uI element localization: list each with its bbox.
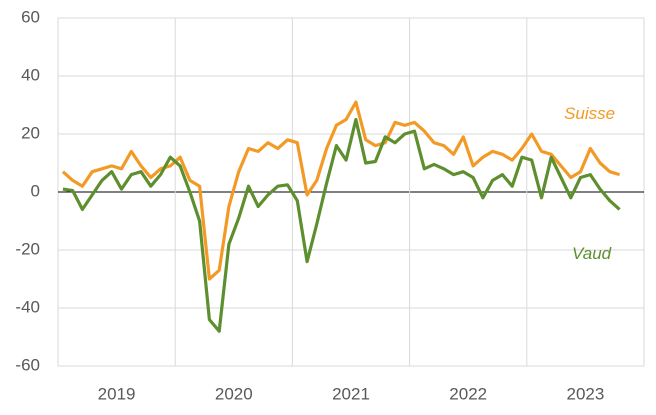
x-group-label: 2020 [215,384,253,403]
x-group-label: 2023 [566,384,604,403]
series-line [62,117,621,333]
series-label: Suisse [564,104,615,123]
series-line [61,100,621,281]
y-tick-label: 60 [21,7,40,26]
y-tick-label: -60 [15,355,40,374]
x-group-label: 2019 [98,384,136,403]
y-tick-label: 0 [31,181,40,200]
x-group-label: 2021 [332,384,370,403]
y-tick-label: 20 [21,123,40,142]
series-label: Vaud [572,244,612,263]
y-tick-label: -20 [15,239,40,258]
x-group-label: 2022 [449,384,487,403]
y-tick-label: -40 [15,297,40,316]
y-tick-label: 40 [21,65,40,84]
